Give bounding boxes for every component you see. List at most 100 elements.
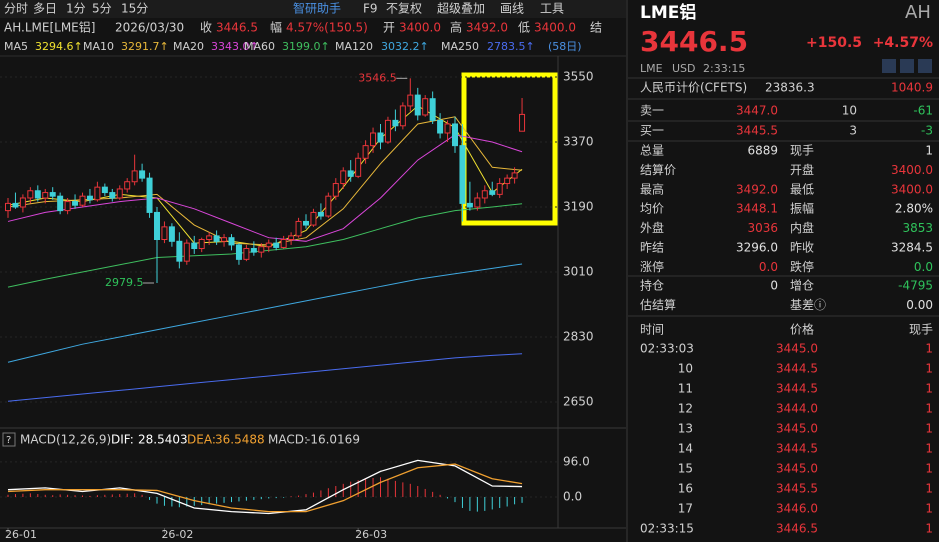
y-tick-label: 2830 bbox=[563, 329, 594, 343]
tab[interactable]: 5分 bbox=[92, 2, 112, 16]
candle-body bbox=[49, 192, 56, 197]
tool[interactable]: 超级叠加 bbox=[437, 1, 485, 16]
stat-label: 最高 bbox=[640, 181, 664, 196]
y-tick-label: 96.0 bbox=[563, 454, 590, 468]
tick-price: 3445.5 bbox=[776, 482, 818, 496]
candle-body bbox=[235, 244, 242, 260]
tick-price: 3445.0 bbox=[776, 342, 818, 356]
field-label: 幅 bbox=[270, 20, 282, 35]
tool[interactable]: F9 bbox=[363, 2, 378, 16]
candle-body bbox=[325, 195, 332, 217]
field-label: 高 bbox=[450, 20, 462, 35]
candle-body bbox=[407, 94, 414, 107]
field-value: 3400.0 bbox=[534, 21, 576, 35]
macd-value: -16.0169 bbox=[306, 433, 360, 447]
tick-price: 3445.0 bbox=[776, 462, 818, 476]
field-value: 3400.0 bbox=[399, 21, 441, 35]
x-tick-label: 26-01 bbox=[5, 528, 37, 541]
candle-body bbox=[139, 170, 146, 179]
candle-body bbox=[265, 242, 272, 248]
ma-value: 3291.7↑ bbox=[121, 40, 169, 53]
help: ? bbox=[6, 435, 11, 446]
candle-body bbox=[459, 145, 466, 204]
candle-body bbox=[452, 123, 458, 147]
stat-value: 1 bbox=[925, 144, 933, 158]
stat-label: 增仓 bbox=[790, 279, 814, 293]
candle-body bbox=[191, 242, 198, 250]
tick-price: 3444.0 bbox=[776, 402, 818, 416]
tag: AH bbox=[905, 2, 931, 23]
stat-value: 3853 bbox=[902, 221, 933, 235]
tick-price: 3446.0 bbox=[776, 502, 818, 516]
stat-label: 估结算 bbox=[640, 297, 676, 312]
candle-body bbox=[422, 98, 429, 116]
table-header: 现手 bbox=[909, 323, 933, 337]
ma-line bbox=[7, 134, 523, 242]
candle-body bbox=[131, 170, 138, 183]
icon[interactable] bbox=[882, 59, 896, 73]
stat-value: 0.0 bbox=[759, 260, 778, 274]
candle-body bbox=[168, 226, 175, 242]
book-change: -3 bbox=[921, 124, 933, 138]
tool[interactable]: 工具 bbox=[540, 2, 564, 16]
candle-body bbox=[198, 239, 205, 250]
stat-label: 均价 bbox=[640, 202, 664, 216]
tab[interactable]: 多日 bbox=[33, 2, 57, 16]
tool[interactable]: 不复权 bbox=[386, 2, 422, 16]
cny-change: 1040.9 bbox=[891, 81, 933, 95]
macd-value: 36.5488 bbox=[215, 433, 265, 447]
candle-body bbox=[250, 248, 257, 253]
cny-label: 人民币计价(CFETS) bbox=[640, 81, 747, 95]
candle-body bbox=[392, 119, 399, 127]
candle-body bbox=[370, 132, 377, 147]
candle-body bbox=[399, 105, 406, 127]
tool[interactable]: 画线 bbox=[500, 2, 524, 16]
stat-label: 总量 bbox=[640, 144, 664, 158]
stat-label: 最低 bbox=[790, 182, 814, 196]
icon[interactable] bbox=[918, 59, 932, 73]
ma-line bbox=[7, 353, 523, 402]
tab[interactable]: 15分 bbox=[121, 2, 148, 16]
date: 2026/03/30 bbox=[115, 21, 184, 35]
candle-body bbox=[94, 186, 101, 201]
stat-value: 3284.5 bbox=[891, 241, 933, 255]
book-volume: 10 bbox=[842, 104, 857, 118]
candle-body bbox=[414, 94, 421, 116]
stat-value: 3400.0 bbox=[891, 163, 933, 177]
ma-value: 3343.0↑ bbox=[211, 40, 259, 53]
ma-name: MA5 bbox=[4, 40, 28, 53]
tool[interactable]: 智研助手 bbox=[293, 1, 341, 16]
field-label: 低 bbox=[518, 21, 530, 35]
stat-value: 0.0 bbox=[914, 260, 933, 274]
macd-name: MACD: bbox=[268, 433, 308, 447]
table-header: 时间 bbox=[640, 323, 664, 337]
tick-price: 3444.5 bbox=[776, 382, 818, 396]
tick-time: 02:33:03 bbox=[640, 342, 694, 356]
stat-label: 跌停 bbox=[790, 259, 814, 274]
candle-body bbox=[116, 188, 123, 199]
tab[interactable]: 分时 bbox=[4, 2, 28, 16]
tick-price: 3446.5 bbox=[776, 522, 818, 536]
y-tick-label: 2650 bbox=[563, 394, 594, 408]
tab[interactable]: 1分 bbox=[66, 2, 86, 16]
candle-body bbox=[42, 192, 49, 199]
book-price: 3445.5 bbox=[736, 124, 778, 138]
ma-name: MA20 bbox=[173, 40, 204, 53]
candle-body bbox=[213, 235, 220, 242]
help-box[interactable] bbox=[2, 432, 16, 447]
tick-volume: 1 bbox=[925, 422, 933, 436]
candle-body bbox=[317, 211, 324, 217]
y-tick-label: 0.0 bbox=[563, 490, 582, 504]
icon[interactable] bbox=[900, 59, 914, 73]
tick-time: 13 bbox=[678, 422, 693, 436]
candle-body bbox=[310, 211, 317, 226]
last-price: 3446.5 bbox=[640, 25, 748, 58]
ma-value: 3032.2↑ bbox=[381, 40, 429, 53]
stat-label: 振幅 bbox=[790, 201, 814, 216]
tick-volume: 1 bbox=[925, 482, 933, 496]
table-header: 价格 bbox=[790, 322, 814, 337]
annotation: 3546.5 bbox=[358, 71, 397, 84]
tick-volume: 1 bbox=[925, 462, 933, 476]
tick-volume: 1 bbox=[925, 522, 933, 536]
